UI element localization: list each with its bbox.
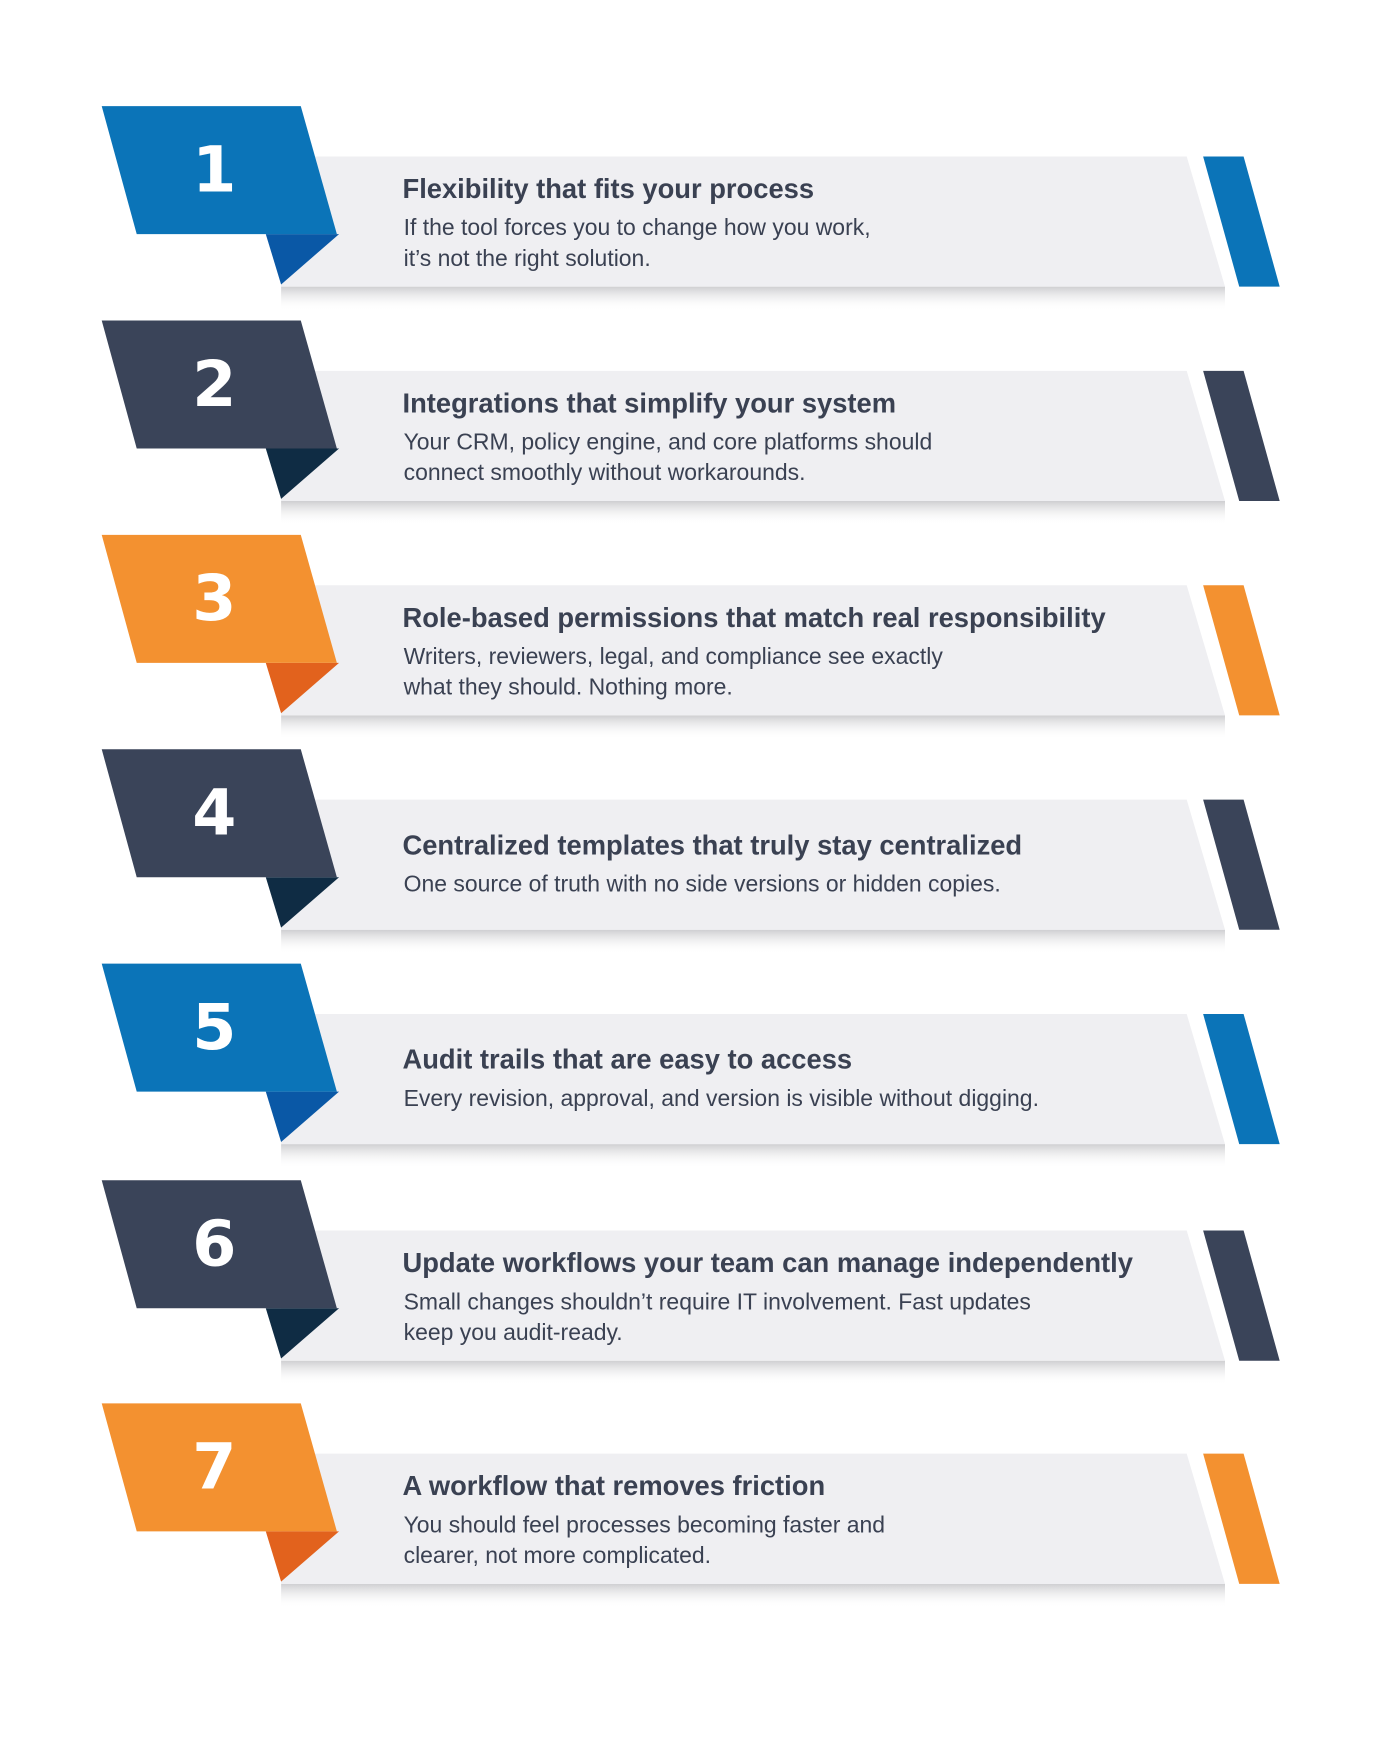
band-shadow <box>281 501 1225 526</box>
step-title: Update workflows your team can manage in… <box>403 1247 1134 1278</box>
step-title: Centralized templates that truly stay ce… <box>403 829 1023 860</box>
badge-fold <box>265 877 340 928</box>
step-item-5: 5 Audit trails that are easy to access Eve… <box>101 963 1280 1169</box>
step-description-line: keep you audit-ready. <box>404 1319 623 1345</box>
step-description-line: If the tool forces you to change how you… <box>404 214 871 240</box>
band-shadow <box>281 929 1225 954</box>
badge-fold <box>265 1308 340 1359</box>
right-accent <box>1203 585 1280 716</box>
step-description-line: Small changes shouldn’t require IT invol… <box>404 1288 1031 1314</box>
right-accent <box>1203 1230 1280 1361</box>
band-shadow <box>281 286 1225 311</box>
step-number: 5 <box>192 990 236 1064</box>
step-description-line: what they should. Nothing more. <box>403 674 733 700</box>
step-title: A workflow that removes friction <box>403 1470 826 1501</box>
step-item-2: 2 Integrations that simplify your system Y… <box>101 320 1280 526</box>
number-badge <box>101 1403 337 1532</box>
step-description-line: connect smoothly without workarounds. <box>404 459 806 485</box>
step-item-1: 1 Flexibility that fits your process If th… <box>101 106 1280 311</box>
step-title: Role-based permissions that match real r… <box>403 602 1107 633</box>
content-band <box>281 585 1225 716</box>
step-item-4: 4 Centralized templates that truly stay c… <box>101 749 1280 954</box>
step-item-6: 6 Update workflows your team can manage i… <box>101 1180 1280 1385</box>
step-description-line: Writers, reviewers, legal, and complianc… <box>404 643 944 669</box>
content-band <box>281 156 1225 287</box>
step-description-line: You should feel processes becoming faste… <box>404 1511 885 1537</box>
number-badge <box>101 106 337 235</box>
content-band <box>281 799 1225 930</box>
step-item-3: 3 Role-based permissions that match real … <box>101 534 1280 740</box>
badge-fold <box>265 662 340 714</box>
band-shadow <box>281 1360 1225 1385</box>
badge-fold <box>265 1091 340 1142</box>
badge-fold <box>265 448 340 499</box>
content-band <box>281 1230 1225 1361</box>
step-description-line: clearer, not more complicated. <box>404 1542 711 1568</box>
step-number: 6 <box>192 1207 236 1281</box>
step-item-7: 7 A workflow that removes friction You sho… <box>101 1403 1280 1608</box>
content-band <box>281 370 1225 501</box>
step-title: Audit trails that are easy to access <box>403 1044 853 1075</box>
badge-fold <box>265 1531 340 1582</box>
step-description-line: it’s not the right solution. <box>404 245 651 271</box>
number-badge <box>101 1180 337 1309</box>
step-number: 7 <box>192 1430 236 1504</box>
band-shadow <box>281 1583 1225 1608</box>
badge-fold <box>265 234 340 285</box>
right-accent <box>1203 1013 1280 1145</box>
right-accent <box>1203 1453 1280 1584</box>
step-description-line: Your CRM, policy engine, and core platfo… <box>404 429 933 455</box>
step-number: 2 <box>192 347 236 421</box>
right-accent <box>1203 799 1280 930</box>
step-number: 1 <box>192 132 236 206</box>
step-title: Flexibility that fits your process <box>403 173 815 204</box>
step-description-line: One source of truth with no side version… <box>404 870 1001 896</box>
step-description-line: Every revision, approval, and version is… <box>404 1085 1039 1111</box>
content-band <box>281 1013 1225 1145</box>
number-badge <box>101 963 337 1092</box>
number-badge <box>101 320 337 449</box>
number-badge <box>101 534 337 663</box>
step-title: Integrations that simplify your system <box>403 387 897 418</box>
right-accent <box>1203 370 1280 501</box>
band-shadow <box>281 715 1225 740</box>
right-accent <box>1203 156 1280 287</box>
step-number: 3 <box>192 561 236 635</box>
content-band <box>281 1453 1225 1584</box>
number-badge <box>101 749 337 878</box>
step-number: 4 <box>192 776 236 850</box>
band-shadow <box>281 1144 1225 1169</box>
